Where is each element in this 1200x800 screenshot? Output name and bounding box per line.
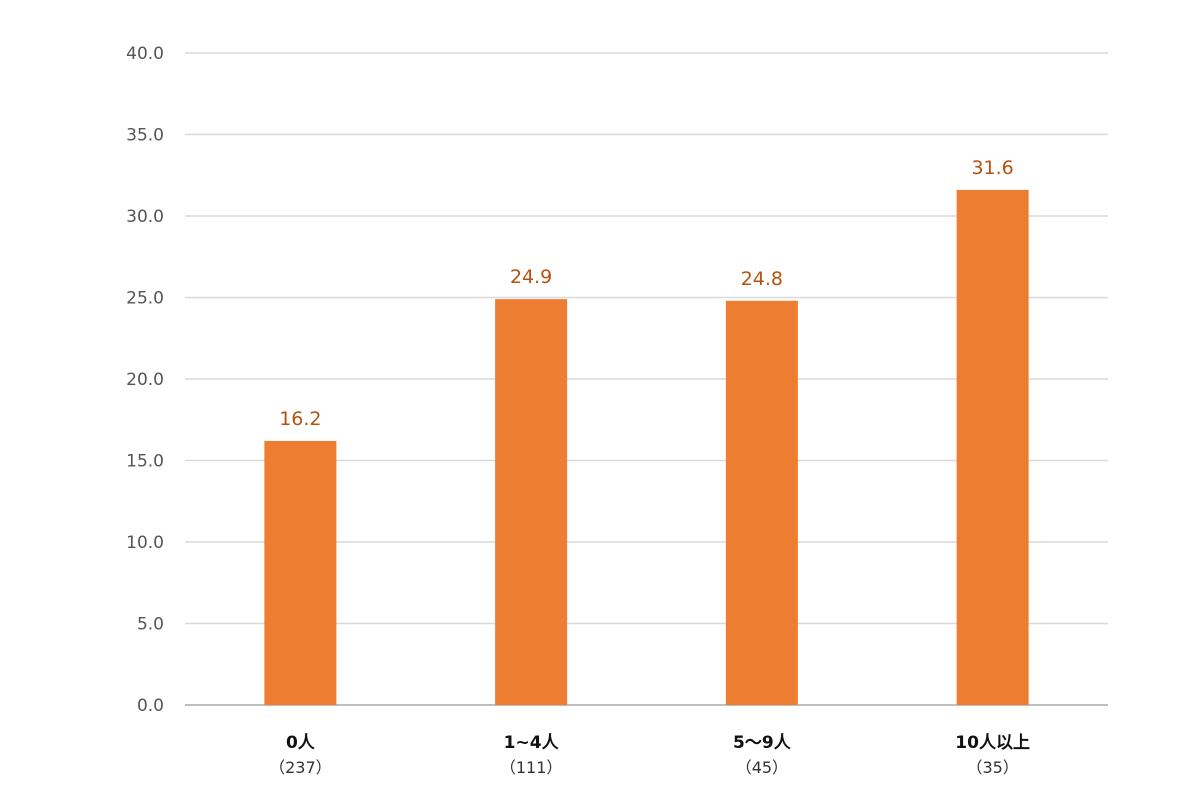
y-tick-label: 30.0 — [126, 207, 164, 227]
x-category-count: （35） — [966, 758, 1018, 777]
y-tick-label: 10.0 — [126, 533, 164, 553]
x-category-label: 1~4人 — [504, 733, 560, 753]
y-axis-ticks: 0.0 5.0 10.0 15.0 20.0 25.0 30.0 35.0 40.0 — [126, 44, 164, 716]
data-labels: 16.2 24.9 24.8 31.6 — [279, 157, 1014, 430]
y-tick-label: 0.0 — [137, 696, 164, 716]
gridlines — [185, 52, 1108, 706]
bar — [956, 189, 1029, 706]
data-label: 31.6 — [971, 157, 1013, 179]
bar — [725, 300, 798, 705]
bar — [495, 299, 568, 705]
y-tick-label: 20.0 — [126, 370, 164, 390]
data-label: 16.2 — [279, 408, 321, 430]
y-tick-label: 25.0 — [126, 289, 164, 309]
x-category-label: 5～9人 — [733, 733, 792, 753]
bars — [264, 189, 1029, 706]
x-category-count: （237） — [269, 758, 332, 777]
x-axis-categories: 0人 （237） 1~4人 （111） 5～9人 （45） 10人以上 （35） — [269, 733, 1030, 777]
y-tick-label: 35.0 — [126, 126, 164, 146]
y-tick-label: 40.0 — [126, 44, 164, 64]
data-label: 24.8 — [741, 268, 783, 290]
x-category-count: （111） — [500, 758, 563, 777]
data-label: 24.9 — [510, 266, 552, 288]
x-category-label: 10人以上 — [955, 733, 1030, 753]
x-category-label: 0人 — [286, 733, 316, 753]
x-category-count: （45） — [736, 758, 788, 777]
bar — [264, 440, 337, 705]
y-tick-label: 15.0 — [126, 452, 164, 472]
y-tick-label: 5.0 — [137, 615, 164, 635]
